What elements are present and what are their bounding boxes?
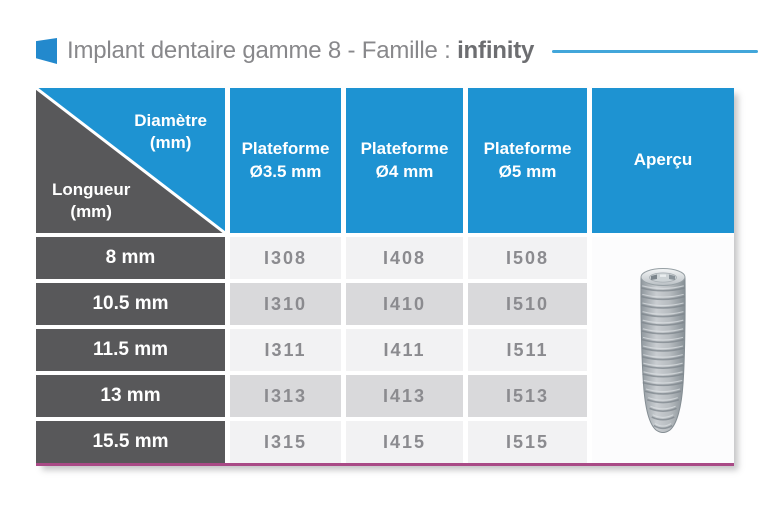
code-cell: I313 (230, 375, 341, 417)
page-title: Implant dentaire gamme 8 - Famille : inf… (67, 37, 534, 65)
row-header-13mm: 13 mm (36, 375, 225, 417)
row-header-8mm: 8 mm (36, 237, 225, 279)
implant-thread-ridges (641, 285, 685, 430)
implant-table-grid: Diamètre (mm) Longueur (mm) Plateforme Ø… (36, 88, 734, 463)
platform-word: Plateforme (360, 138, 449, 158)
platform-word: Plateforme (483, 138, 572, 158)
diameter-unit: (mm) (149, 133, 192, 153)
title-rule-line (552, 49, 758, 53)
code-cell: I311 (230, 329, 341, 371)
code-cell: I510 (468, 283, 587, 325)
page-header: Implant dentaire gamme 8 - Famille : inf… (36, 36, 758, 66)
apercu-preview-cell (592, 237, 734, 463)
code-cell: I411 (346, 329, 463, 371)
diameter-word: Diamètre (134, 111, 207, 130)
platform-diameter: Ø4 mm (375, 161, 434, 181)
code-cell: I415 (346, 421, 463, 463)
code-cell: I513 (468, 375, 587, 417)
page-title-family: infinity (457, 37, 535, 64)
column-header-platform-3-5: Plateforme Ø3.5 mm (230, 88, 341, 233)
code-cell: I413 (346, 375, 463, 417)
platform-diameter: Ø3.5 mm (249, 161, 322, 181)
brand-flag-icon (36, 38, 57, 64)
dental-implant-image (640, 268, 686, 433)
diameter-header-label: Diamètre (mm) (134, 110, 207, 154)
platform-diameter: Ø5 mm (498, 161, 557, 181)
column-header-platform-4: Plateforme Ø4 mm (346, 88, 463, 233)
length-word: Longueur (52, 179, 131, 199)
length-unit: (mm) (70, 201, 112, 221)
row-header-15-5mm: 15.5 mm (36, 421, 225, 463)
code-cell: I511 (468, 329, 587, 371)
page-title-regular: Implant dentaire gamme 8 - Famille : (67, 37, 458, 64)
column-header-apercu: Aperçu (592, 88, 734, 233)
row-header-10-5mm: 10.5 mm (36, 283, 225, 325)
row-header-11-5mm: 11.5 mm (36, 329, 225, 371)
corner-cell-diameter-length: Diamètre (mm) Longueur (mm) (36, 88, 225, 233)
platform-word: Plateforme (241, 138, 330, 158)
diagonal-split-background (36, 88, 225, 233)
code-cell: I410 (346, 283, 463, 325)
length-header-label: Longueur (mm) (52, 179, 130, 223)
code-cell: I308 (230, 237, 341, 279)
code-cell: I508 (468, 237, 587, 279)
code-cell: I310 (230, 283, 341, 325)
column-header-platform-5: Plateforme Ø5 mm (468, 88, 587, 233)
code-cell: I315 (230, 421, 341, 463)
implant-table: Diamètre (mm) Longueur (mm) Plateforme Ø… (36, 88, 734, 466)
code-cell: I515 (468, 421, 587, 463)
apercu-word: Aperçu (633, 150, 693, 170)
code-cell: I408 (346, 237, 463, 279)
